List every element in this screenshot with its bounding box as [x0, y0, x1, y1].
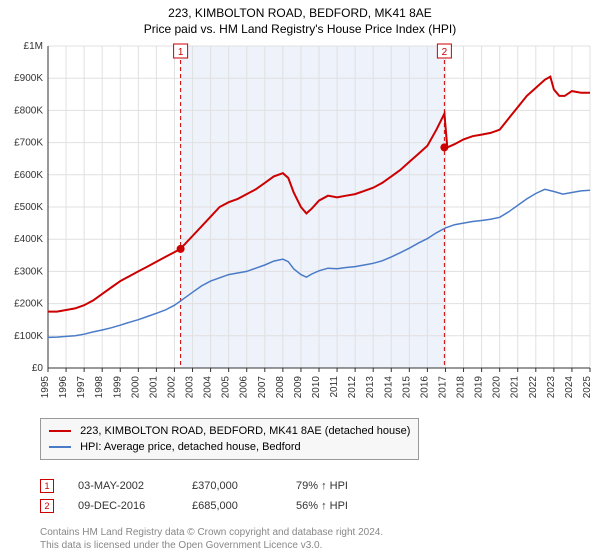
sale-hpi-1: 79% ↑ HPI: [296, 480, 348, 492]
chart-svg: £0 £100K £200K £300K £400K £500K £600K £700K £80…: [0, 40, 600, 420]
chart-area: £0 £100K £200K £300K £400K £500K £600K £700K £80…: [0, 40, 600, 420]
chart-title-sub: Price paid vs. HM Land Registry's House …: [0, 20, 600, 40]
svg-text:2013: 2013: [365, 376, 376, 399]
svg-text:1: 1: [178, 47, 184, 58]
svg-text:£800K: £800K: [14, 105, 43, 116]
svg-text:£900K: £900K: [14, 73, 43, 84]
sale-hpi-2: 56% ↑ HPI: [296, 500, 348, 512]
svg-text:2003: 2003: [185, 376, 196, 399]
sale-marker-1: 1: [40, 479, 54, 493]
svg-text:2008: 2008: [275, 376, 286, 399]
svg-text:2000: 2000: [130, 376, 141, 399]
legend-swatch-price: [49, 430, 71, 432]
svg-text:2019: 2019: [474, 376, 485, 399]
svg-text:2021: 2021: [510, 376, 521, 399]
svg-text:2002: 2002: [166, 376, 177, 399]
legend-label-price: 223, KIMBOLTON ROAD, BEDFORD, MK41 8AE (…: [80, 425, 410, 437]
legend-swatch-hpi: [49, 446, 71, 448]
svg-text:2007: 2007: [257, 376, 268, 399]
sale-price-1: £370,000: [192, 480, 272, 492]
svg-text:1998: 1998: [94, 376, 105, 399]
svg-text:£0: £0: [32, 363, 44, 374]
svg-text:2025: 2025: [582, 376, 593, 399]
svg-text:2005: 2005: [221, 376, 232, 399]
svg-text:£100K: £100K: [14, 331, 43, 342]
svg-text:2020: 2020: [492, 376, 503, 399]
svg-text:1995: 1995: [40, 376, 51, 399]
svg-text:1997: 1997: [76, 376, 87, 399]
svg-text:£300K: £300K: [14, 266, 43, 277]
copyright: Contains HM Land Registry data © Crown c…: [40, 526, 383, 552]
svg-text:2022: 2022: [528, 376, 539, 399]
chart-title-address: 223, KIMBOLTON ROAD, BEDFORD, MK41 8AE: [0, 0, 600, 20]
svg-text:2014: 2014: [383, 376, 394, 399]
legend: 223, KIMBOLTON ROAD, BEDFORD, MK41 8AE (…: [40, 418, 419, 460]
svg-text:£500K: £500K: [14, 202, 43, 213]
svg-text:2024: 2024: [564, 376, 575, 399]
sale-row-1: 1 03-MAY-2002 £370,000 79% ↑ HPI: [40, 476, 348, 496]
svg-text:2010: 2010: [311, 376, 322, 399]
legend-row-hpi: HPI: Average price, detached house, Bedf…: [49, 439, 410, 455]
svg-text:2015: 2015: [401, 376, 412, 399]
svg-text:2004: 2004: [203, 376, 214, 399]
svg-text:£1M: £1M: [24, 41, 43, 52]
sale-price-2: £685,000: [192, 500, 272, 512]
svg-text:£400K: £400K: [14, 234, 43, 245]
svg-text:2: 2: [442, 47, 448, 58]
copyright-line1: Contains HM Land Registry data © Crown c…: [40, 526, 383, 539]
svg-text:2012: 2012: [347, 376, 358, 399]
svg-text:2006: 2006: [239, 376, 250, 399]
svg-text:2001: 2001: [148, 376, 159, 399]
sale-date-1: 03-MAY-2002: [78, 480, 168, 492]
legend-row-price: 223, KIMBOLTON ROAD, BEDFORD, MK41 8AE (…: [49, 423, 410, 439]
svg-text:2018: 2018: [456, 376, 467, 399]
sales-table: 1 03-MAY-2002 £370,000 79% ↑ HPI 2 09-DE…: [40, 476, 348, 516]
svg-text:1999: 1999: [112, 376, 123, 399]
legend-label-hpi: HPI: Average price, detached house, Bedf…: [80, 441, 301, 453]
copyright-line2: This data is licensed under the Open Gov…: [40, 539, 383, 552]
sale-row-2: 2 09-DEC-2016 £685,000 56% ↑ HPI: [40, 496, 348, 516]
svg-text:2011: 2011: [329, 376, 340, 398]
svg-text:£600K: £600K: [14, 170, 43, 181]
sale-marker-2: 2: [40, 499, 54, 513]
sale-date-2: 09-DEC-2016: [78, 500, 168, 512]
svg-text:2016: 2016: [419, 376, 430, 399]
svg-text:£700K: £700K: [14, 138, 43, 149]
svg-text:2009: 2009: [293, 376, 304, 399]
svg-text:2017: 2017: [437, 376, 448, 399]
svg-text:1996: 1996: [58, 376, 69, 399]
svg-text:£200K: £200K: [14, 299, 43, 310]
svg-text:2023: 2023: [546, 376, 557, 399]
